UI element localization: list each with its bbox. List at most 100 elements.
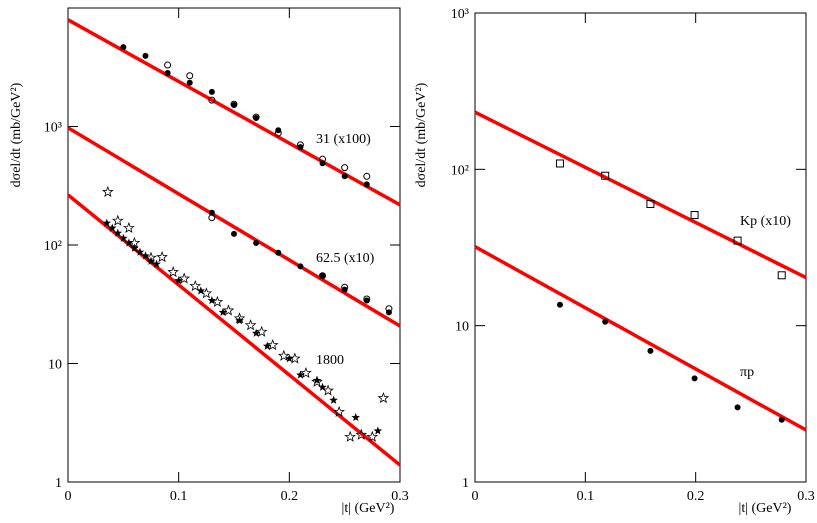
data-point: [167, 266, 179, 278]
data-point: [734, 404, 741, 411]
plot-frame: [474, 12, 807, 483]
annotation: Kp (x10): [740, 214, 791, 229]
data-point: [208, 214, 216, 222]
data-point: [222, 304, 235, 316]
data-point: [107, 223, 117, 232]
fit-line: [474, 110, 807, 280]
annotation: 1800: [316, 353, 344, 368]
y-axis-label: dσel/dt (mb/GeV²): [9, 82, 24, 187]
y-tick-label: 10: [455, 320, 469, 335]
data-point: [111, 214, 124, 226]
data-point: [146, 256, 156, 265]
data-point: [208, 88, 215, 95]
data-point: [230, 100, 238, 108]
data-point: [363, 172, 371, 180]
data-point: [311, 375, 323, 387]
data-point: [312, 375, 322, 385]
data-point: [262, 341, 272, 350]
data-point: [355, 428, 368, 440]
data-point: [363, 181, 370, 188]
y-tick-label: 10: [48, 358, 62, 373]
data-point: [252, 113, 260, 121]
data-point: [233, 312, 246, 324]
data-point: [319, 272, 327, 280]
data-point: [377, 392, 390, 404]
fit-line: [474, 245, 807, 432]
data-point: [366, 430, 379, 442]
data-point: [208, 209, 215, 216]
data-point: [141, 251, 150, 260]
x-tick-label: 0: [65, 489, 72, 504]
data-point: [778, 416, 785, 423]
data-point: [373, 426, 383, 435]
data-point: [244, 319, 257, 331]
data-point: [647, 347, 654, 354]
data-point: [135, 247, 145, 256]
data-point: [174, 276, 183, 285]
plot-frame: [67, 7, 401, 483]
data-point: [341, 164, 349, 172]
data-point: [297, 263, 304, 270]
data-point: [142, 52, 149, 59]
data-point: [341, 283, 349, 291]
data-point: [211, 295, 224, 308]
x-tick-label: 0.1: [577, 489, 595, 504]
data-point: [164, 61, 172, 69]
data-point: [152, 259, 161, 268]
data-point: [289, 352, 301, 364]
y-tick-label: 1: [55, 476, 62, 491]
data-point: [601, 171, 610, 180]
data-point: [341, 173, 348, 180]
data-point: [344, 430, 357, 442]
data-point: [319, 155, 327, 163]
annotation: 31 (x100): [316, 132, 371, 147]
data-point: [602, 318, 609, 325]
annotation: 62.5 (x10): [316, 251, 375, 266]
data-point: [733, 236, 742, 245]
data-point: [385, 305, 393, 313]
fit-line: [67, 126, 401, 328]
x-tick-label: 0.1: [170, 489, 188, 504]
data-point: [208, 96, 216, 104]
data-point: [274, 129, 282, 137]
data-point: [277, 349, 290, 361]
data-point: [145, 251, 157, 263]
data-point: [255, 325, 268, 337]
data-point: [124, 238, 134, 247]
data-point: [231, 230, 237, 237]
data-point: [691, 375, 698, 382]
y-tick-label: 10³: [44, 121, 62, 136]
data-point: [319, 272, 326, 279]
data-point: [207, 296, 217, 305]
data-point: [318, 382, 327, 391]
data-point: [123, 221, 135, 234]
data-point: [218, 307, 228, 317]
data-point: [119, 233, 128, 242]
data-point: [128, 236, 141, 248]
data-point: [333, 405, 345, 417]
data-point: [341, 286, 348, 293]
data-point: [351, 413, 361, 422]
data-point: [130, 243, 139, 252]
data-point: [196, 286, 206, 295]
data-point: [120, 44, 127, 51]
y-tick-label: 10²: [451, 163, 469, 178]
y-tick-label: 10²: [44, 239, 62, 254]
y-tick-label: 10³: [451, 7, 469, 22]
data-point: [113, 228, 123, 237]
data-point: [300, 366, 312, 379]
x-tick-label: 0.3: [391, 489, 409, 504]
data-point: [296, 370, 305, 379]
data-point: [102, 218, 112, 227]
data-point: [189, 279, 202, 292]
data-point: [275, 249, 282, 256]
data-point: [363, 295, 371, 303]
data-point: [297, 144, 304, 151]
data-point: [156, 250, 168, 263]
x-tick-label: 0.2: [687, 489, 705, 504]
data-point: [253, 239, 260, 246]
annotation: πp: [740, 365, 754, 380]
x-tick-label: 0: [472, 489, 479, 504]
fit-line: [67, 18, 401, 207]
